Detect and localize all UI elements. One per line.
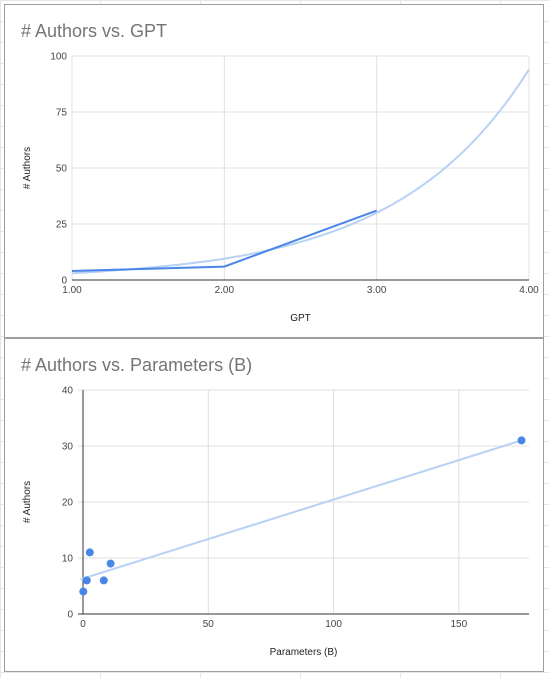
chart-gpt: 1.00 2.00 3.00 4.00 0 25 50 75 100 GPT # Authors	[22, 52, 539, 325]
chart-title: # Authors vs. GPT	[21, 21, 168, 41]
x-axis-label: Parameters (B)	[270, 647, 338, 658]
y-tick-label: 30	[62, 442, 74, 453]
trendline	[71, 68, 530, 275]
x-tick-label: 2.00	[215, 285, 235, 296]
x-tick-label: 0	[80, 619, 86, 630]
series-line	[71, 209, 378, 272]
y-axis-label: # Authors	[22, 147, 33, 189]
data-point	[99, 576, 108, 585]
y-tick-label: 100	[50, 52, 67, 63]
trendline	[80, 439, 522, 581]
y-tick-label: 20	[62, 498, 74, 509]
x-tick-label: 100	[325, 619, 342, 630]
x-tick-label: 3.00	[367, 285, 387, 296]
data-point	[79, 587, 88, 596]
x-tick-label: 1.00	[62, 285, 82, 296]
x-tick-label: 4.00	[519, 285, 539, 296]
data-point	[517, 436, 526, 445]
y-axis-label: # Authors	[22, 481, 33, 523]
y-tick-label: 25	[56, 220, 68, 231]
chart-panel-gpt: # Authors vs. GPT 1.00 2.00 3.00 4.00 0 25 50 7…	[4, 4, 544, 338]
x-tick-label: 50	[203, 619, 215, 630]
data-point	[82, 576, 91, 585]
y-tick-label: 0	[67, 610, 73, 621]
chart-title: # Authors vs. Parameters (B)	[21, 355, 253, 375]
y-tick-label: 0	[61, 276, 67, 287]
y-tick-label: 10	[62, 554, 74, 565]
y-tick-label: 40	[62, 386, 74, 397]
x-tick-label: 150	[451, 619, 468, 630]
y-tick-label: 75	[56, 108, 68, 119]
data-point	[106, 559, 115, 568]
y-tick-label: 50	[56, 164, 68, 175]
data-point	[85, 548, 94, 557]
x-axis-label: GPT	[290, 313, 311, 324]
chart-parameters: 0 50 100 150 0 10 20 30 40 Parameters (B) # Author…	[22, 386, 529, 658]
chart-panel-parameters: # Authors vs. Parameters (B) 0 50 100 150 0 1…	[4, 338, 544, 672]
